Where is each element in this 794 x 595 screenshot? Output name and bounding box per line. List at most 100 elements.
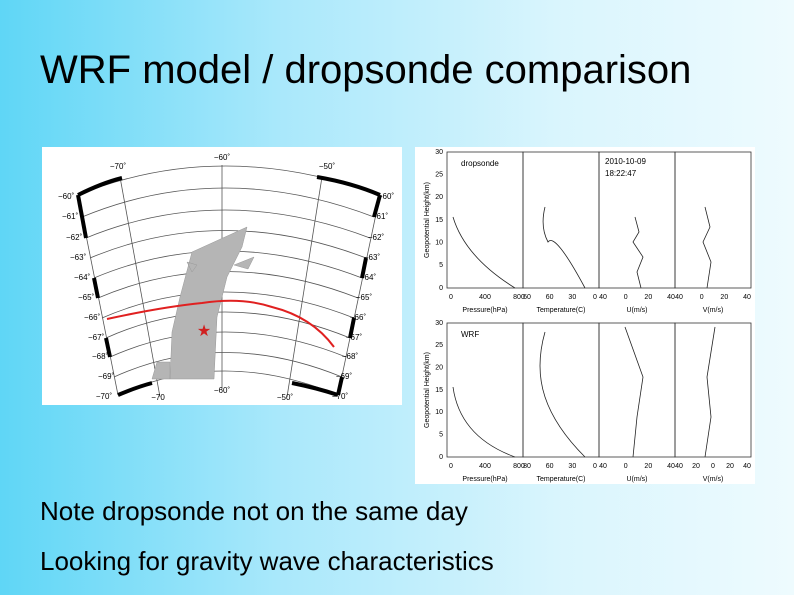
map-label: −62˚ [66,233,83,242]
slide-title: WRF model / dropsonde comparison [40,48,692,92]
x-tick-label: 40 [743,463,751,470]
x-tick-label: 0 [711,463,715,470]
map-label: −64˚ [360,273,377,282]
x-axis-label: V(m/s) [703,307,724,314]
profile-curves [452,206,716,458]
y-axis-label: Geopotential Height(km) [424,182,431,258]
x-tick-label: 20 [644,463,652,470]
x-tick-label: 60 [546,463,554,470]
x-tick-label: 0 [593,463,597,470]
map-label: −60˚ [214,386,231,395]
y-tick-label: 10 [435,409,443,416]
map-label: −68˚ [342,352,359,361]
x-tick-label: 0 [449,294,453,301]
x-axis-label: U(m/s) [627,307,648,314]
map-label: −64˚ [74,273,91,282]
x-axis-label: V(m/s) [703,476,724,483]
y-tick-label: 10 [435,240,443,247]
map-label: −68˚ [92,352,109,361]
x-tick-label: 400 [479,294,491,301]
x-tick-label: 60 [546,294,554,301]
y-tick-label: 0 [439,454,443,461]
x-tick-label: 800 [513,463,525,470]
y-tick-label: 15 [435,387,443,394]
map-label: −60˚ [214,153,231,162]
x-tick-label: 20 [720,294,728,301]
map-label: −70˚ [110,162,127,171]
x-tick-label: 40 [675,463,683,470]
x-tick-label: 40 [599,463,607,470]
x-tick-label: 20 [644,294,652,301]
y-axis-label: Geopotential Height(km) [424,352,431,428]
map-label: −63˚ [70,253,87,262]
y-tick-label: 0 [439,285,443,292]
map-label: −70 [151,393,165,402]
map-label: −61˚ [372,212,389,221]
map-label: −60˚ [378,192,395,201]
map-label: −50˚ [319,162,336,171]
map-label: −67˚ [346,333,363,342]
map-figure: ★ −70˚ −60˚ −50˚ −60˚ −61˚ −62˚ −63˚ −64˚ −65˚ −6… [42,147,402,405]
map-label: −69˚ [98,372,115,381]
map-label: −61˚ [62,212,79,221]
x-tick-label: 40 [599,294,607,301]
map-label: −67˚ [88,333,105,342]
x-tick-label: 40 [743,294,751,301]
profile-background [415,147,755,484]
note: Note dropsonde not on the same day [40,496,468,526]
x-tick-label: 0 [700,294,704,301]
x-tick-label: 30 [568,463,576,470]
subplot-frame [674,322,752,458]
map-label: −62˚ [368,233,385,242]
x-tick-label: 0 [624,463,628,470]
x-tick-label: 40 [667,294,675,301]
map-frame [76,175,382,397]
y-tick-label: 25 [435,342,443,349]
map-label: −70˚ [96,392,113,401]
x-tick-label: 0 [593,294,597,301]
x-axis-label: Pressure(hPa) [462,476,507,483]
dropsonde-star: ★ [197,323,211,340]
x-tick-label: 400 [479,463,491,470]
y-tick-label: 20 [435,365,443,372]
y-tick-label: 25 [435,172,443,179]
x-axis-label: Temperature(C) [536,476,585,483]
map-label: −69˚ [336,372,353,381]
x-tick-label: 800 [513,294,525,301]
x-tick-label: 0 [449,463,453,470]
panel-time: 18:22:47 [605,169,637,178]
y-tick-label: 20 [435,194,443,201]
y-tick-label: 30 [435,320,443,327]
x-tick-label: 40 [667,463,675,470]
x-tick-label: 20 [692,463,700,470]
x-tick-label: 80 [523,463,531,470]
x-axis-label: Temperature(C) [536,307,585,314]
map-label: −65˚ [356,293,373,302]
x-axis-label: Pressure(hPa) [462,307,507,314]
note: Looking for gravity wave characteristics [40,546,494,576]
map-label: −66˚ [84,313,101,322]
y-tick-label: 15 [435,217,443,224]
x-tick-label: 20 [726,463,734,470]
map-label: −66˚ [350,313,367,322]
map-label: −70˚ [332,392,349,401]
subplot-frame [674,151,752,289]
x-axis-label: U(m/s) [627,476,648,483]
x-tick-label: 40 [675,294,683,301]
y-tick-label: 30 [435,149,443,156]
panel-label: WRF [461,330,479,339]
map-label: −63˚ [364,253,381,262]
y-tick-label: 5 [439,262,443,269]
y-tick-label: 5 [439,432,443,439]
map-label: −50˚ [277,393,294,402]
x-tick-label: 30 [568,294,576,301]
map-label: −60˚ [58,192,75,201]
cross-section-line [106,299,335,348]
x-tick-label: 60 [523,294,531,301]
panel-date: 2010-10-09 [605,157,646,166]
panel-label: dropsonde [461,159,499,168]
map-label: −65˚ [78,293,95,302]
x-tick-label: 0 [624,294,628,301]
